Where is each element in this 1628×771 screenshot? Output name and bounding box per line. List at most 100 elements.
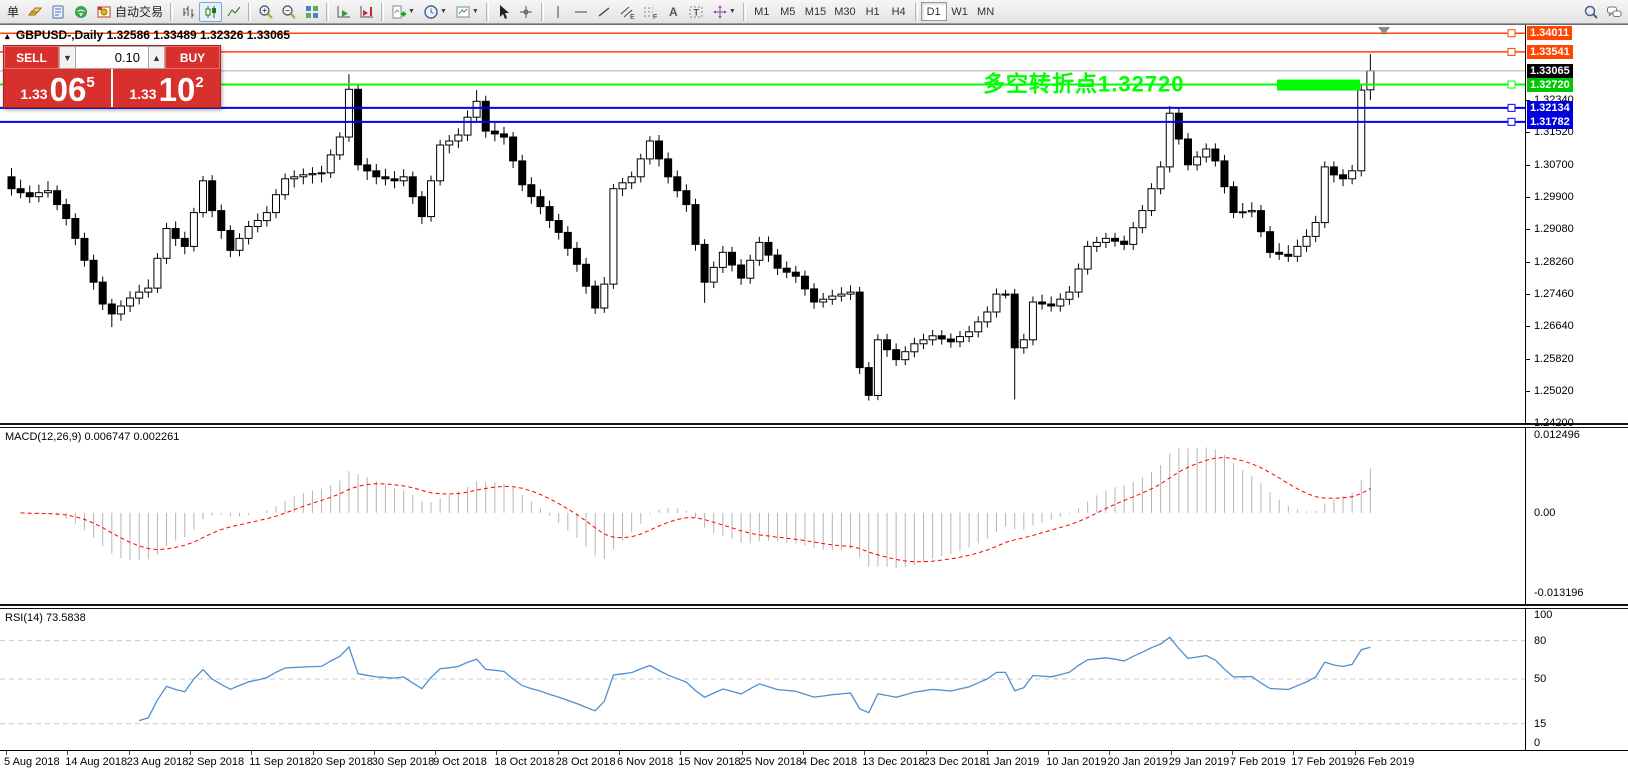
templates-button[interactable]: ▼ <box>451 2 483 22</box>
rsi-panel: 100 80 50 15 0 RSI(14) 73.5838 <box>0 609 1628 750</box>
volume-decrease-button[interactable]: ▼ <box>59 46 76 69</box>
cursor-button[interactable] <box>492 2 515 22</box>
buy-price[interactable]: 1.33 10 2 <box>129 71 204 108</box>
new-order-button[interactable]: 单 <box>7 5 20 19</box>
fibonacci-button[interactable]: F <box>639 2 662 22</box>
panel-splitter[interactable] <box>0 604 1628 609</box>
price-axis[interactable]: 1.32340 1.31520 1.30700 1.29900 1.29080 1.282… <box>1526 25 1628 429</box>
tab-timeframe-h1[interactable]: H1 <box>865 5 880 18</box>
chart-window: 多空转折点1.32720 1.32340 1.31520 1.30700 1.2990… <box>0 24 1628 771</box>
rsi-axis[interactable]: 100 80 50 15 0 <box>1526 609 1628 750</box>
signal-icon[interactable] <box>69 2 92 22</box>
date-label: 11 Sep 2018 <box>249 756 311 768</box>
macd-main-value: 0.006747 <box>84 431 131 443</box>
chat-icon[interactable] <box>1602 2 1625 22</box>
main-toolbar: 单 自动交易 ▼ ▼ ▼ E <box>0 0 1628 24</box>
tab-timeframe-h4[interactable]: H4 <box>891 5 906 18</box>
date-label: 2 Sep 2018 <box>187 756 245 768</box>
highlight-rect <box>1277 79 1360 91</box>
auto-scroll-button[interactable] <box>332 2 355 22</box>
macd-label: MACD(12,26,9) 0.006747 0.002261 <box>5 431 180 443</box>
channel-button[interactable]: E <box>616 2 639 22</box>
price-line-badge: 1.34011 <box>1527 26 1573 41</box>
price-tick-label: 1.29900 <box>1534 190 1574 203</box>
chart-title: ▴ GBPUSD-,Daily 1.32586 1.33489 1.32326 … <box>5 28 290 42</box>
price-tick-label: 1.25820 <box>1534 352 1574 365</box>
date-label: 28 Oct 2018 <box>555 756 616 768</box>
date-label: 25 Nov 2018 <box>739 756 802 768</box>
rsi-axis-label: 80 <box>1534 634 1547 647</box>
rsi-label: RSI(14) 73.5838 <box>5 612 86 624</box>
rsi-axis-label: 50 <box>1534 673 1547 685</box>
price-tick-label: 1.27460 <box>1534 287 1574 300</box>
toolbar-separator <box>170 2 174 21</box>
macd-panel: 0.012496 0.00 -0.013196 MACD(12,26,9) 0.00… <box>0 428 1628 604</box>
autotrading-button[interactable]: 自动交易 <box>92 2 167 22</box>
date-label: 20 Sep 2018 <box>310 756 373 768</box>
date-label: 23 Aug 2018 <box>126 756 189 768</box>
trendline-button[interactable] <box>593 2 616 22</box>
price-divider <box>111 69 113 107</box>
annotation-text: 多空转折点1.32720 <box>983 72 1185 97</box>
volume-input[interactable]: 0.10 <box>76 46 148 69</box>
horizontal-lines[interactable] <box>0 29 1526 126</box>
zoom-in-button[interactable] <box>254 2 277 22</box>
macd-canvas[interactable] <box>0 428 1526 604</box>
buy-button[interactable]: BUY <box>165 46 220 69</box>
date-label: 20 Jan 2019 <box>1107 756 1168 768</box>
label-button[interactable]: T <box>685 2 708 22</box>
sell-price[interactable]: 1.33 06 5 <box>20 71 95 108</box>
zoom-out-button[interactable] <box>277 2 300 22</box>
tab-timeframe-mn[interactable]: MN <box>977 5 995 18</box>
svg-text:E: E <box>630 14 635 20</box>
tab-timeframe-d1[interactable]: D1 <box>920 2 947 21</box>
time-axis[interactable]: 5 Aug 2018 14 Aug 2018 23 Aug 2018 2 Sep 20… <box>0 750 1628 771</box>
tab-timeframe-w1[interactable]: W1 <box>951 5 968 18</box>
periods-button[interactable]: ▼ <box>419 2 451 22</box>
svg-text:T: T <box>694 7 700 17</box>
price-line-badge: 1.31782 <box>1527 114 1573 129</box>
date-label: 6 Nov 2018 <box>617 756 674 768</box>
horizontal-line-button[interactable] <box>570 2 593 22</box>
line-chart-button[interactable] <box>222 2 245 22</box>
tab-timeframe-m15[interactable]: M15 <box>804 5 827 18</box>
bar-chart-button[interactable] <box>176 2 199 22</box>
ohlc-values: 1.32586 1.33489 1.32326 1.33065 <box>106 28 291 42</box>
shapes-button[interactable]: ▼ <box>708 2 740 22</box>
rsi-axis-label: 15 <box>1534 717 1547 730</box>
chart-shift-marker[interactable] <box>1378 27 1390 35</box>
price-tick-label: 1.24200 <box>1534 417 1574 430</box>
date-label: 23 Dec 2018 <box>923 756 986 768</box>
date-label: 30 Sep 2018 <box>371 756 435 768</box>
panel-splitter[interactable] <box>0 423 1628 428</box>
price-line-badge: 1.32720 <box>1527 77 1573 92</box>
vertical-line-button[interactable] <box>547 2 570 22</box>
current-price-badge: 1.33065 <box>1527 63 1573 78</box>
svg-text:F: F <box>653 14 657 20</box>
tile-windows-button[interactable] <box>300 2 323 22</box>
macd-axis[interactable]: 0.012496 0.00 -0.013196 <box>1526 428 1628 604</box>
rsi-canvas[interactable] <box>0 609 1526 750</box>
volume-increase-button[interactable]: ▲ <box>148 46 165 69</box>
toolbar-separator <box>381 2 385 21</box>
chart-shift-button[interactable] <box>355 2 378 22</box>
search-icon[interactable] <box>1579 2 1602 22</box>
price-tick-label: 1.30700 <box>1534 158 1574 171</box>
tab-timeframe-m5[interactable]: M5 <box>780 5 796 18</box>
sell-button[interactable]: SELL <box>4 46 59 69</box>
price-panel: 多空转折点1.32720 1.32340 1.31520 1.30700 1.2990… <box>0 25 1628 429</box>
price-chart-canvas[interactable]: 多空转折点1.32720 <box>0 25 1526 423</box>
rsi-line <box>138 636 1371 722</box>
market-watch-icon[interactable] <box>23 2 46 22</box>
macd-signal-value: 0.002261 <box>133 431 180 443</box>
text-button[interactable]: A <box>662 2 685 22</box>
crosshair-button[interactable] <box>515 2 538 22</box>
candlestick-chart-button[interactable] <box>199 1 223 22</box>
rsi-axis-label: 100 <box>1534 609 1553 621</box>
indicators-button[interactable]: ▼ <box>387 2 419 22</box>
price-line-badge: 1.32134 <box>1527 100 1573 115</box>
collapse-icon[interactable]: ▴ <box>5 31 10 41</box>
tab-timeframe-m1[interactable]: M1 <box>754 5 770 18</box>
tab-timeframe-m30[interactable]: M30 <box>834 5 856 18</box>
news-icon[interactable] <box>46 2 69 22</box>
